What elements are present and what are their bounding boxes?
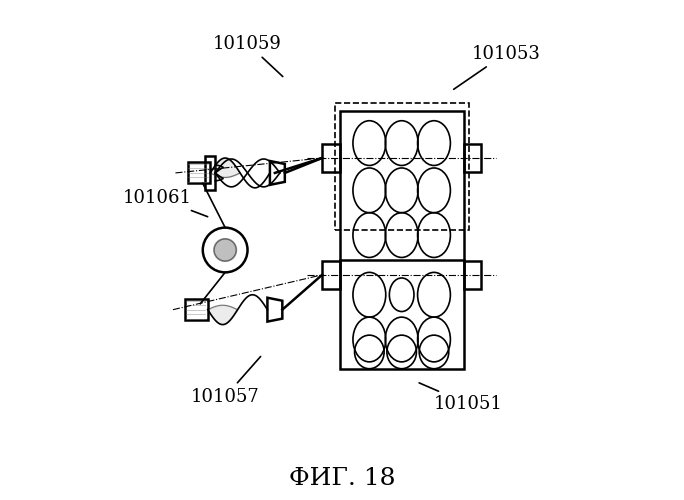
Text: 101053: 101053: [453, 44, 540, 90]
Text: 101059: 101059: [213, 34, 282, 76]
Text: 101061: 101061: [123, 189, 208, 216]
Circle shape: [214, 239, 237, 261]
Text: ФИГ. 18: ФИГ. 18: [289, 467, 395, 490]
Text: 101057: 101057: [191, 356, 261, 406]
Text: 101051: 101051: [419, 383, 503, 413]
